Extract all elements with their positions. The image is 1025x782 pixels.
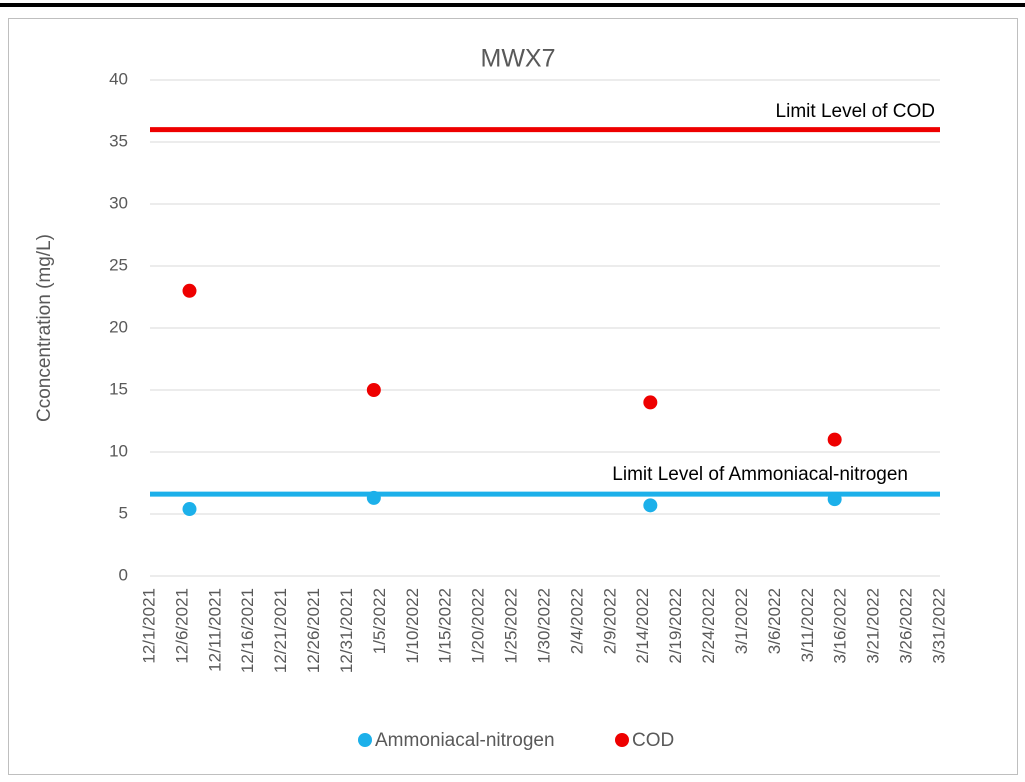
x-tick-label: 3/1/2022 xyxy=(732,588,751,654)
x-tick-label: 3/16/2022 xyxy=(831,588,850,664)
x-tick-label: 3/11/2022 xyxy=(798,588,817,662)
point xyxy=(182,502,197,517)
limit-label: Limit Level of COD xyxy=(776,101,935,122)
limit-label: Limit Level of Ammoniacal-nitrogen xyxy=(612,464,908,485)
x-tick-label: 2/4/2022 xyxy=(567,588,586,654)
y-tick-label: 25 xyxy=(109,255,128,274)
legend-label: Ammoniacal-nitrogen xyxy=(375,730,555,751)
x-tick-label: 12/1/2021 xyxy=(139,588,158,664)
x-tick-label: 1/15/2022 xyxy=(436,588,455,664)
y-tick-label: 35 xyxy=(109,131,128,150)
y-tick-label: 15 xyxy=(109,379,128,398)
point xyxy=(827,432,842,447)
x-tick-label: 12/31/2021 xyxy=(337,588,356,673)
x-tick-label: 3/21/2022 xyxy=(864,588,883,664)
x-tick-label: 2/19/2022 xyxy=(666,588,685,664)
legend-marker xyxy=(615,733,629,747)
x-tick-label: 12/21/2021 xyxy=(271,588,290,673)
x-tick-label: 2/9/2022 xyxy=(600,588,619,654)
x-tick-label: 12/16/2021 xyxy=(238,588,257,673)
y-tick-label: 5 xyxy=(119,503,128,522)
x-tick-label: 12/11/2021 xyxy=(205,588,224,672)
point xyxy=(366,383,381,397)
y-tick-label: 0 xyxy=(119,565,128,584)
chart-title: MWX7 xyxy=(481,45,556,73)
x-tick-label: 3/31/2022 xyxy=(929,588,948,664)
x-tick-label: 3/26/2022 xyxy=(897,588,916,664)
x-tick-label: 12/6/2021 xyxy=(172,588,191,664)
x-tick-label: 1/20/2022 xyxy=(469,588,488,664)
x-tick-label: 1/25/2022 xyxy=(502,588,521,664)
point xyxy=(643,395,658,410)
point xyxy=(366,490,381,505)
legend-marker xyxy=(358,733,372,747)
x-tick-label: 1/5/2022 xyxy=(370,588,389,654)
y-tick-label: 10 xyxy=(109,441,128,460)
x-tick-label: 12/26/2021 xyxy=(304,588,323,673)
y-tick-label: 20 xyxy=(109,317,128,336)
x-tick-label: 3/6/2022 xyxy=(765,588,784,654)
x-tick-label: 2/14/2022 xyxy=(633,588,652,664)
point xyxy=(182,283,197,298)
point xyxy=(643,498,658,513)
y-tick-label: 30 xyxy=(109,193,128,212)
x-tick-label: 1/30/2022 xyxy=(534,588,553,664)
x-tick-label: 1/10/2022 xyxy=(403,588,422,664)
x-tick-label: 2/24/2022 xyxy=(699,588,718,664)
legend-label: COD xyxy=(632,730,674,751)
y-tick-label: 40 xyxy=(109,69,128,88)
point xyxy=(827,492,842,507)
y-axis-label: Cconcentration (mg/L) xyxy=(34,234,55,422)
chart-frame xyxy=(8,18,1018,775)
